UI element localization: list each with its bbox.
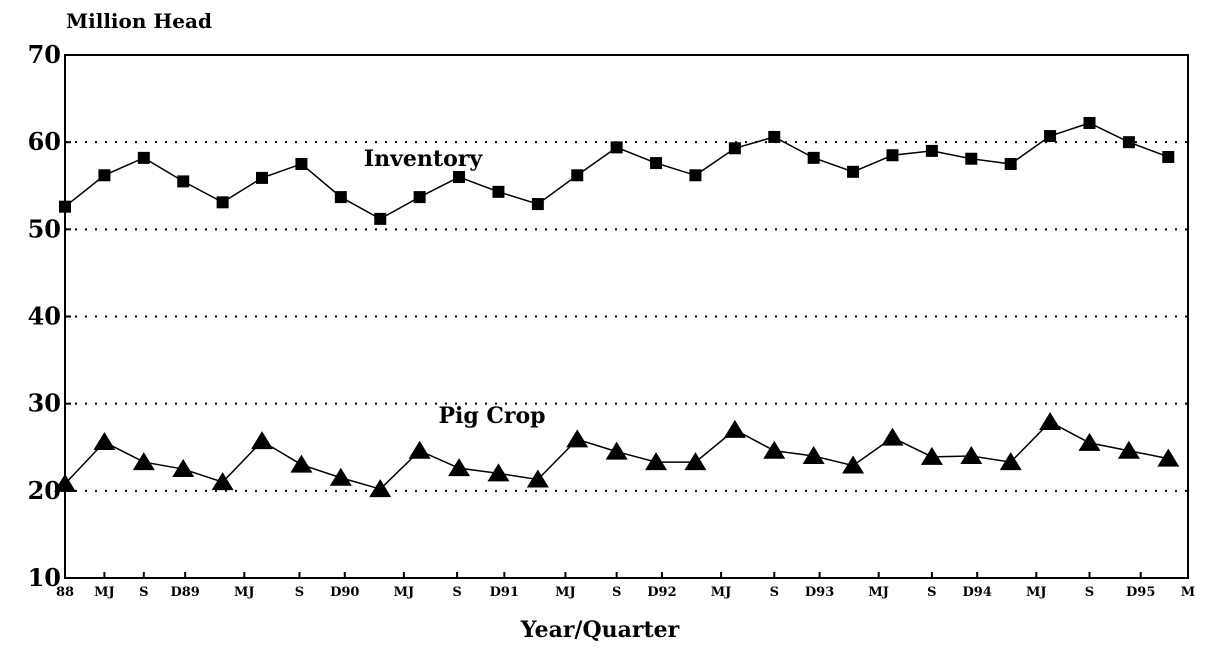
point bbox=[329, 467, 352, 486]
y-axis-title: Million Head bbox=[66, 9, 212, 33]
point bbox=[881, 427, 904, 446]
point bbox=[526, 469, 549, 488]
point bbox=[1157, 448, 1180, 467]
point bbox=[295, 157, 308, 170]
point bbox=[492, 185, 505, 198]
point bbox=[802, 445, 825, 464]
point bbox=[98, 169, 111, 182]
x-tick-label: 88 bbox=[56, 585, 74, 600]
x-axis-title: Year/Quarter bbox=[520, 617, 680, 643]
x-tick-label: S bbox=[770, 585, 779, 600]
x-tick-label: D94 bbox=[963, 585, 992, 600]
point bbox=[334, 191, 347, 204]
point bbox=[965, 152, 978, 165]
point bbox=[605, 441, 628, 460]
point bbox=[59, 200, 71, 213]
point bbox=[413, 191, 426, 204]
x-tick-label: D93 bbox=[805, 585, 834, 600]
point bbox=[723, 419, 746, 438]
point bbox=[684, 452, 707, 471]
point bbox=[1078, 432, 1101, 451]
y-tick-label: 60 bbox=[28, 127, 61, 156]
point bbox=[1039, 411, 1062, 430]
point bbox=[453, 171, 466, 184]
point bbox=[960, 445, 983, 464]
x-tick-label: MJ bbox=[94, 585, 115, 600]
point bbox=[689, 169, 702, 182]
point bbox=[211, 472, 234, 491]
point bbox=[847, 165, 860, 178]
series-label: Pig Crop bbox=[438, 403, 545, 429]
point bbox=[999, 452, 1022, 471]
point bbox=[256, 171, 269, 184]
point bbox=[1044, 130, 1057, 143]
point bbox=[290, 454, 313, 473]
point bbox=[1083, 116, 1096, 129]
point bbox=[807, 151, 820, 164]
y-tick-label: 70 bbox=[28, 40, 61, 69]
x-tick-label: D92 bbox=[647, 585, 676, 600]
point bbox=[610, 141, 623, 154]
point bbox=[645, 452, 668, 471]
point bbox=[650, 157, 663, 170]
point bbox=[54, 473, 76, 492]
point bbox=[571, 169, 584, 182]
point bbox=[1122, 136, 1135, 149]
y-tick-label: 50 bbox=[28, 214, 61, 243]
point bbox=[177, 175, 190, 188]
y-tick-label: 40 bbox=[28, 302, 61, 331]
x-tick-label: MJ bbox=[711, 585, 732, 600]
x-tick-label: D95 bbox=[1126, 585, 1155, 600]
x-tick-label: MJ bbox=[1026, 585, 1047, 600]
point bbox=[1162, 150, 1175, 163]
point bbox=[448, 458, 471, 477]
point bbox=[1117, 440, 1140, 459]
point bbox=[728, 142, 741, 155]
point bbox=[93, 432, 116, 451]
point bbox=[531, 198, 544, 211]
x-tick-label: S bbox=[139, 585, 148, 600]
point bbox=[369, 479, 392, 498]
point bbox=[172, 459, 195, 478]
point bbox=[408, 440, 431, 459]
point bbox=[487, 463, 510, 482]
y-tick-label: 30 bbox=[28, 389, 61, 418]
point bbox=[1004, 157, 1017, 170]
x-tick-label: MJ bbox=[555, 585, 576, 600]
x-tick-label: D89 bbox=[170, 585, 199, 600]
x-tick-label: MJ bbox=[234, 585, 255, 600]
point bbox=[920, 446, 943, 465]
series-label: Inventory bbox=[364, 146, 483, 172]
point bbox=[768, 130, 781, 143]
point bbox=[137, 151, 150, 164]
x-tick-label: S bbox=[612, 585, 621, 600]
x-tick-label: D90 bbox=[330, 585, 359, 600]
x-tick-label: S bbox=[452, 585, 461, 600]
x-tick-label: MJ bbox=[868, 585, 889, 600]
point bbox=[763, 440, 786, 459]
point bbox=[886, 149, 899, 162]
point bbox=[216, 196, 229, 209]
x-tick-label: D91 bbox=[490, 585, 519, 600]
x-tick-label: S bbox=[1085, 585, 1094, 600]
point bbox=[251, 431, 274, 450]
x-tick-label: S bbox=[927, 585, 936, 600]
x-tick-label: S bbox=[295, 585, 304, 600]
point bbox=[374, 212, 387, 225]
point bbox=[925, 144, 938, 157]
x-tick-label: MJ bbox=[394, 585, 415, 600]
point bbox=[842, 455, 865, 474]
y-tick-label: 10 bbox=[28, 563, 61, 592]
point bbox=[566, 429, 589, 448]
x-tick-label: M bbox=[1181, 585, 1195, 600]
point bbox=[132, 452, 155, 471]
